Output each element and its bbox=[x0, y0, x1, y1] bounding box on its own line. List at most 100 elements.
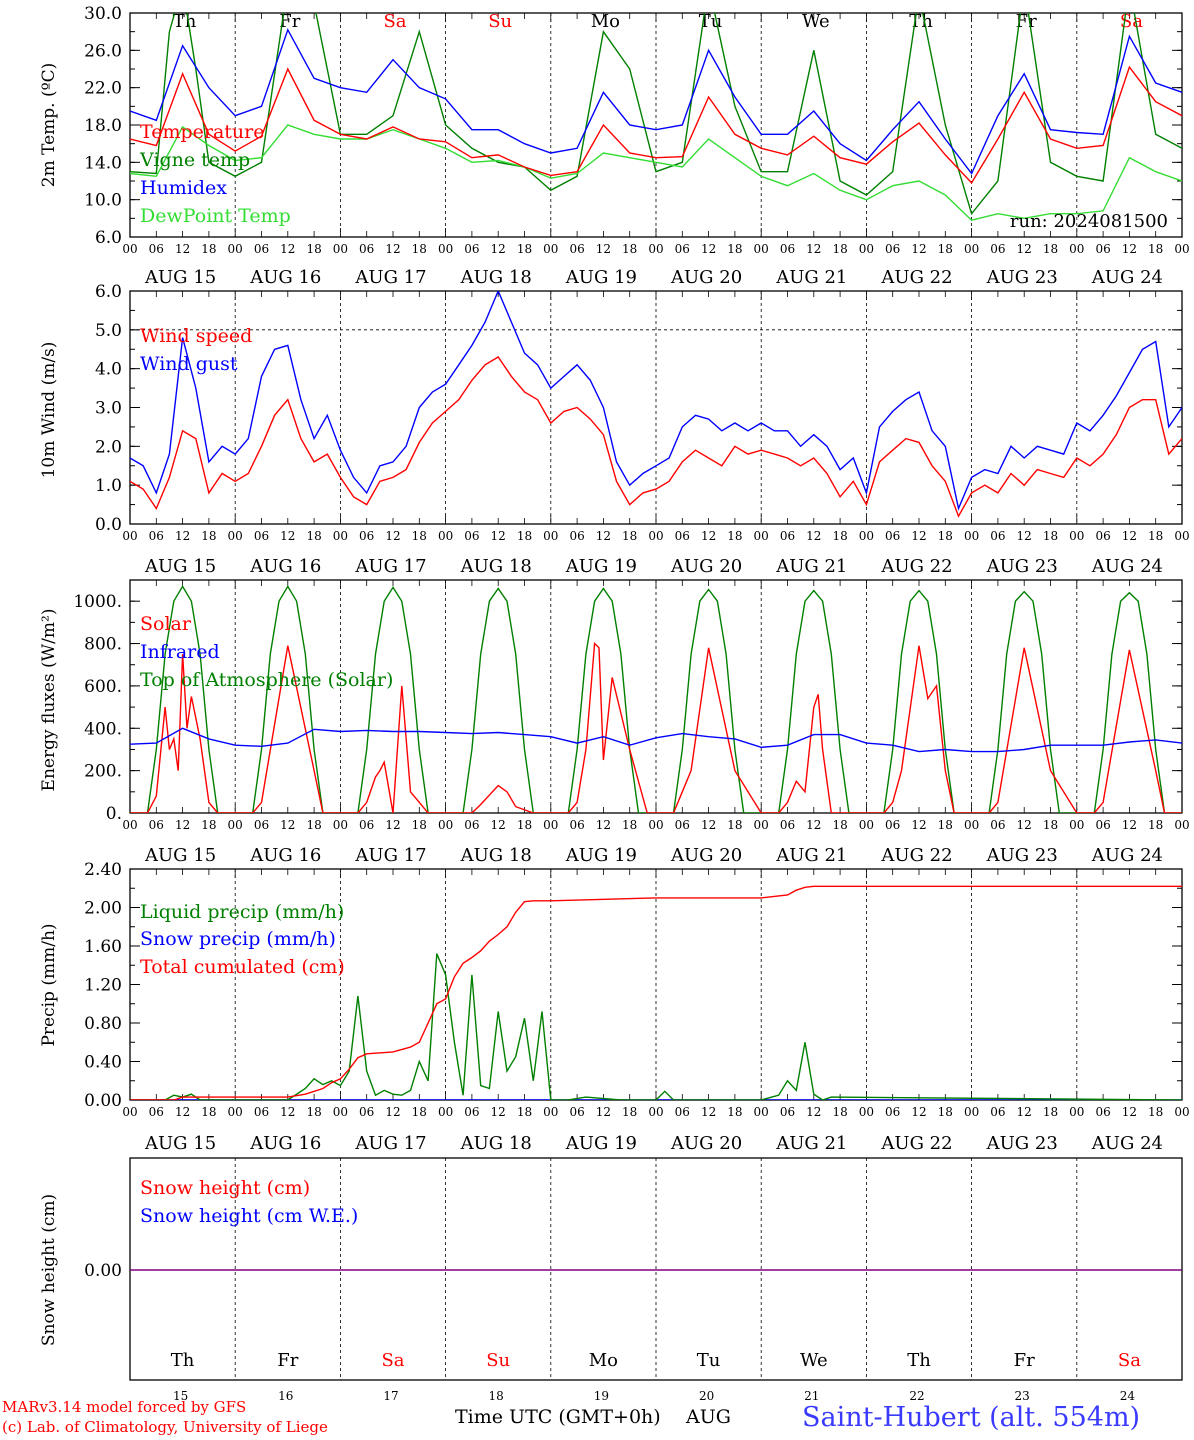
hour-tick-label: 06 bbox=[885, 1105, 900, 1119]
hour-tick-label: 12 bbox=[385, 818, 400, 832]
legend-snow-precip-mm-h: Snow precip (mm/h) bbox=[140, 928, 336, 950]
y-tick-label: 200. bbox=[84, 762, 122, 782]
y-tick-label: 30.0 bbox=[84, 4, 122, 24]
legend-top-of-atmosphere-solar: Top of Atmosphere (Solar) bbox=[140, 669, 393, 691]
hour-tick-label: 00 bbox=[122, 529, 137, 543]
hour-tick-label: 18 bbox=[622, 242, 637, 256]
hour-tick-label: 18 bbox=[306, 1105, 321, 1119]
hour-tick-label: 12 bbox=[911, 1105, 926, 1119]
hour-tick-label: 18 bbox=[412, 529, 427, 543]
hour-tick-label: 12 bbox=[491, 1105, 506, 1119]
hour-tick-label: 06 bbox=[569, 242, 584, 256]
hour-tick-label: 12 bbox=[1122, 242, 1137, 256]
hour-tick-label: 06 bbox=[780, 242, 795, 256]
y-tick-label: 0.80 bbox=[84, 1014, 122, 1034]
day-number: 18 bbox=[489, 1389, 504, 1403]
hour-tick-label: 00 bbox=[438, 818, 453, 832]
hour-tick-label: 06 bbox=[990, 1105, 1005, 1119]
hour-tick-label: 00 bbox=[964, 1105, 979, 1119]
x-axis-title: Time UTC (GMT+0h) bbox=[455, 1406, 661, 1428]
hour-tick-label: 06 bbox=[359, 242, 374, 256]
hour-tick-label: 12 bbox=[701, 242, 716, 256]
hour-tick-label: 00 bbox=[964, 529, 979, 543]
hour-tick-label: 12 bbox=[175, 242, 190, 256]
day-number: 19 bbox=[594, 1389, 609, 1403]
series-line bbox=[130, 13, 1182, 216]
hour-tick-label: 06 bbox=[1095, 242, 1110, 256]
date-label: AUG 21 bbox=[775, 267, 847, 288]
hour-tick-label: 06 bbox=[885, 818, 900, 832]
hour-tick-label: 12 bbox=[596, 818, 611, 832]
lab-credit: (c) Lab. of Climatology, University of L… bbox=[2, 1418, 328, 1436]
hour-tick-label: 06 bbox=[149, 818, 164, 832]
hour-tick-label: 18 bbox=[622, 818, 637, 832]
hour-tick-label: 12 bbox=[280, 1105, 295, 1119]
hour-tick-label: 00 bbox=[859, 242, 874, 256]
day-abbr: Tu bbox=[697, 1350, 721, 1371]
y-tick-label: 0.40 bbox=[84, 1053, 122, 1073]
y-tick-label: 600. bbox=[84, 677, 122, 697]
hour-tick-label: 00 bbox=[543, 529, 558, 543]
date-label: AUG 19 bbox=[565, 1133, 637, 1154]
month-label: AUG bbox=[686, 1406, 731, 1428]
y-tick-label: 18.0 bbox=[84, 116, 122, 136]
hour-tick-label: 12 bbox=[596, 529, 611, 543]
date-label: AUG 15 bbox=[144, 845, 216, 866]
hour-tick-label: 00 bbox=[859, 1105, 874, 1119]
day-number: 22 bbox=[909, 1389, 924, 1403]
hour-tick-label: 18 bbox=[1148, 242, 1163, 256]
hour-tick-label: 18 bbox=[412, 1105, 427, 1119]
hour-tick-label: 06 bbox=[254, 242, 269, 256]
day-abbr: Th bbox=[909, 11, 933, 32]
series-line bbox=[130, 65, 1182, 185]
panel-5: 0.00 Snow height (cm) Snow height (cm) Snow… bbox=[39, 1157, 1183, 1403]
day-number: 17 bbox=[383, 1389, 398, 1403]
y-tick-label: 1.20 bbox=[84, 976, 122, 996]
y-tick-label: 400. bbox=[84, 719, 122, 739]
date-label: AUG 24 bbox=[1091, 267, 1163, 288]
date-label: AUG 24 bbox=[1091, 556, 1163, 577]
hour-tick-label: 06 bbox=[675, 1105, 690, 1119]
hour-tick-label: 12 bbox=[385, 242, 400, 256]
y-tick-label: 6.0 bbox=[95, 228, 122, 248]
date-label: AUG 23 bbox=[986, 845, 1058, 866]
day-abbr: Th bbox=[171, 1350, 195, 1371]
date-label: AUG 20 bbox=[670, 845, 742, 866]
date-label: AUG 18 bbox=[460, 556, 532, 577]
legend-snow-height-cm-w-e: Snow height (cm W.E.) bbox=[140, 1205, 358, 1227]
day-abbr: Mo bbox=[589, 1350, 618, 1371]
date-label: AUG 22 bbox=[880, 556, 952, 577]
date-label: AUG 16 bbox=[249, 845, 321, 866]
series-line bbox=[130, 291, 1182, 511]
day-abbr: Fr bbox=[1014, 1350, 1035, 1371]
hour-tick-label: 18 bbox=[306, 818, 321, 832]
hour-tick-label: 18 bbox=[727, 1105, 742, 1119]
hour-tick-label: 00 bbox=[754, 242, 769, 256]
date-label: AUG 15 bbox=[144, 556, 216, 577]
hour-tick-label: 18 bbox=[201, 529, 216, 543]
date-label: AUG 19 bbox=[565, 845, 637, 866]
hour-tick-label: 12 bbox=[1017, 529, 1032, 543]
hour-tick-label: 18 bbox=[201, 1105, 216, 1119]
hour-tick-label: 00 bbox=[1174, 242, 1189, 256]
hour-tick-label: 06 bbox=[359, 1105, 374, 1119]
hour-tick-label: 18 bbox=[622, 1105, 637, 1119]
hour-tick-label: 06 bbox=[569, 818, 584, 832]
hour-tick-label: 06 bbox=[359, 818, 374, 832]
y-tick-label: 2.00 bbox=[84, 899, 122, 919]
date-label: AUG 19 bbox=[565, 267, 637, 288]
legend-total-cumulated-cm: Total cumulated (cm) bbox=[140, 956, 345, 978]
y-tick-label: 2.0 bbox=[95, 437, 122, 457]
hour-tick-label: 12 bbox=[491, 242, 506, 256]
date-label: AUG 18 bbox=[460, 1133, 532, 1154]
series-line bbox=[130, 641, 1182, 813]
hour-tick-label: 12 bbox=[596, 1105, 611, 1119]
date-label: AUG 24 bbox=[1091, 1133, 1163, 1154]
hour-tick-label: 12 bbox=[175, 529, 190, 543]
y-tick-label: 0.0 bbox=[95, 515, 122, 535]
hour-tick-label: 00 bbox=[333, 818, 348, 832]
hour-tick-label: 00 bbox=[859, 818, 874, 832]
hour-tick-label: 06 bbox=[885, 242, 900, 256]
legend-humidex: Humidex bbox=[140, 177, 227, 199]
